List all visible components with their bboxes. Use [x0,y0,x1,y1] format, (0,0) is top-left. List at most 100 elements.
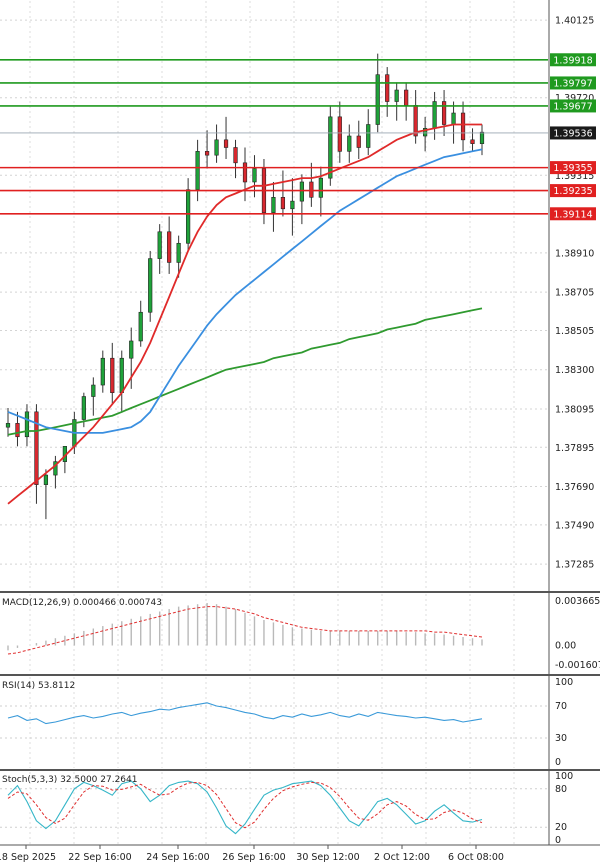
resistance-level-label: 1.39677 [553,101,592,112]
resistance-level-tag [550,76,596,90]
support-level-tag [550,207,596,221]
rsi-scale-label: 70 [555,701,567,712]
candle-body [91,384,96,397]
candle-body [214,139,219,156]
current-price-tag [550,126,596,140]
time-label: 6 Oct 08:00 [448,852,504,863]
candle-body [81,396,86,420]
candle-body [129,340,134,359]
candle-body [404,89,409,106]
candle-body [441,101,447,125]
macd-scale-label: 0.003665 [555,596,600,607]
support-level-label: 1.39235 [553,186,592,197]
candle-body [204,151,210,156]
resistance-level-label: 1.39918 [553,55,592,66]
candle-body [223,139,229,148]
resistance-level-tag [550,99,596,113]
price-label: 1.37690 [555,482,594,493]
rsi-scale-label: 30 [555,733,567,744]
rsi-label: RSI(14) 53.8112 [2,681,75,691]
candle-body [242,162,248,183]
rsi-scale-label: 0 [555,757,561,768]
price-label: 1.38095 [555,404,594,415]
candle-body [479,131,485,144]
candle-body [138,311,143,342]
price-label: 1.37285 [555,560,594,571]
price-label: 1.37895 [555,443,594,454]
candle-body [34,411,39,485]
time-label: 22 Sep 16:00 [68,852,131,863]
candle-body [252,168,257,183]
ma-red-line [7,123,482,505]
candle-body [100,357,105,386]
price-label: 1.39720 [555,93,594,104]
price-label: 1.38705 [555,288,594,299]
support-level-label: 1.39355 [553,163,592,174]
candle-body [280,197,286,210]
price-label: 1.38300 [555,365,594,376]
support-level-label: 1.39114 [553,209,592,220]
candle-body [195,151,200,190]
stoch-k-line [7,780,483,835]
candle-body [176,242,181,263]
candle-body [318,177,323,198]
current-price-label: 1.39536 [553,128,592,139]
candle-body [233,147,238,164]
macd-label: MACD(12,26,9) 0.000466 0.000743 [2,598,162,608]
candle-body [375,74,380,125]
candle-body [53,461,58,476]
stoch-scale-label: 80 [555,784,567,795]
macd-scale-label: -0.001607 [555,660,600,671]
price-label: 1.37490 [555,520,594,531]
time-label: 24 Sep 16:00 [146,852,209,863]
candle-body [110,357,115,393]
candle-body [15,423,20,438]
ma-green-line [7,307,483,436]
stoch-label: Stoch(5,3,3) 32.5000 27.2641 [2,775,137,785]
support-level-tag [550,184,596,198]
candle-body [167,231,172,263]
candle-body [460,112,466,141]
candle-body [299,181,304,202]
candle-body [385,74,390,102]
candle-body [5,423,11,428]
time-label: 2 Oct 12:00 [374,852,430,863]
candle-body [337,116,342,152]
candle-body [271,197,276,213]
stoch-d-line [7,781,483,829]
price-label: 1.38505 [555,326,594,337]
support-level-tag [550,161,596,175]
resistance-level-tag [550,53,596,67]
macd-signal-line [7,606,483,655]
time-label: 26 Sep 16:00 [222,852,285,863]
candle-body [43,474,49,485]
candle-body [290,200,295,210]
candle-body [186,189,191,244]
candle-body [356,135,361,148]
candle-body [347,135,352,152]
candle-body [24,411,30,438]
macd-scale-label: 0.00 [555,640,576,651]
rsi-line [7,702,483,725]
stoch-scale-label: 20 [555,822,567,833]
candle-body [366,124,371,148]
rsi-scale-label: 100 [555,677,573,688]
candle-body [451,112,456,125]
candle-body [309,181,314,198]
time-label: 18 Sep 2025 [0,852,56,863]
candle-body [470,139,475,144]
candle-body [119,357,124,393]
candle-body [423,128,428,137]
price-label: 1.40125 [555,16,594,27]
candle-body [157,231,162,259]
price-label: 1.38910 [555,248,594,259]
price-label: 1.39315 [555,171,594,182]
candle-body [394,89,399,102]
resistance-level-label: 1.39797 [553,78,592,89]
candle-body [148,258,153,313]
stoch-scale-label: 0 [555,835,561,846]
time-label: 30 Sep 12:00 [296,852,359,863]
stoch-scale-label: 100 [555,771,573,782]
candle-body [328,116,333,179]
